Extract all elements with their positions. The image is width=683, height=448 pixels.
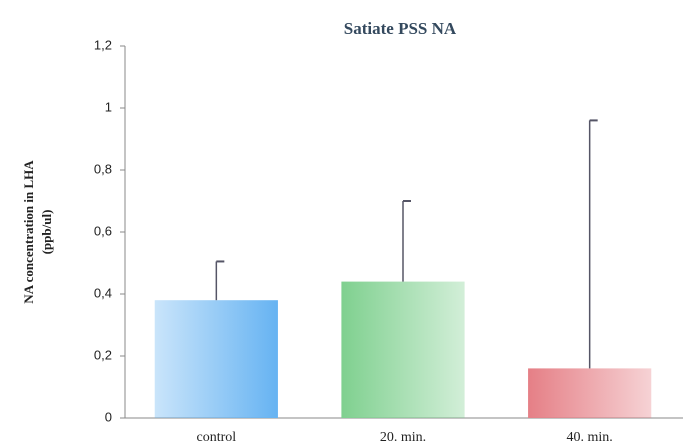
error-bar (402, 200, 411, 282)
y-tick-label: 1,2 (94, 37, 112, 52)
y-tick-label: 0,8 (94, 161, 112, 176)
error-bar (215, 260, 225, 301)
y-tick-label: 0 (105, 409, 112, 424)
y-tick-label: 0,2 (94, 347, 112, 362)
y-tick-label: 0,6 (94, 223, 112, 238)
y-axis-title-line: (ppb/ul) (39, 210, 54, 255)
x-tick-label: 40. min. (567, 430, 613, 445)
y-tick-label: 0,4 (94, 285, 112, 300)
bar (154, 300, 278, 418)
y-axis-title: NA concentration in LHA (ppb/ul) (21, 160, 54, 304)
chart-title: Satiate PSS NA (344, 19, 457, 38)
x-tick-label: control (197, 430, 237, 445)
y-axis-title-line: NA concentration in LHA (21, 160, 36, 304)
error-bar (588, 119, 598, 369)
bar (528, 368, 652, 418)
bar (341, 281, 465, 418)
y-tick-label: 1 (105, 99, 112, 114)
x-tick-label: 20. min. (380, 430, 426, 445)
